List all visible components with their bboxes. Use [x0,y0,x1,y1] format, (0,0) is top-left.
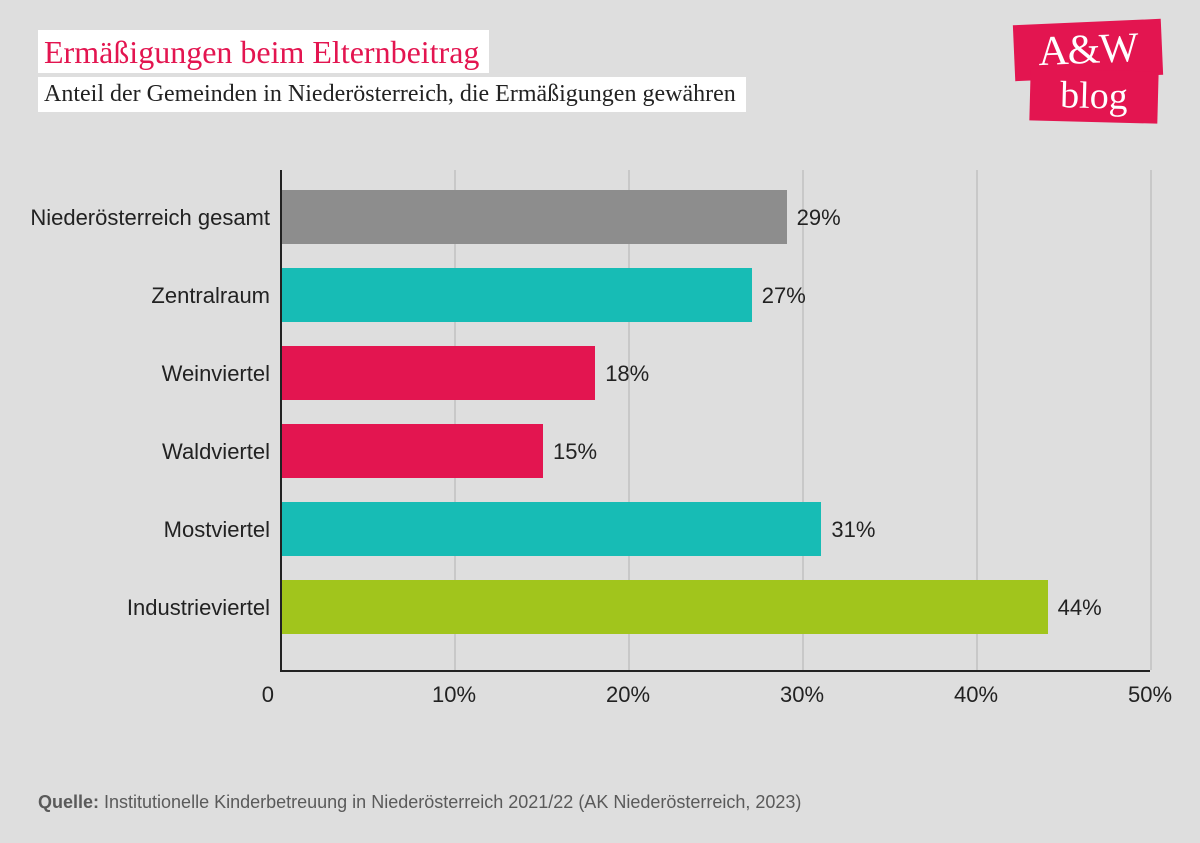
bar-value-label: 29% [797,205,841,231]
x-tick-label: 30% [780,682,824,708]
bar [282,502,821,556]
bar-value-label: 31% [831,517,875,543]
bar-category-label: Niederösterreich gesamt [0,205,270,231]
bar-category-label: Waldviertel [0,439,270,465]
bar-category-label: Zentralraum [0,283,270,309]
chart-title: Ermäßigungen beim Elternbeitrag [44,34,479,71]
bar-category-label: Mostviertel [0,517,270,543]
chart-subtitle: Anteil der Gemeinden in Niederösterreich… [44,81,736,108]
bar [282,346,595,400]
bar [282,268,752,322]
bar-category-label: Industrieviertel [0,595,270,621]
chart-area: 0 10%20%30%40%50%Niederösterreich gesamt… [50,170,1150,730]
x-axis [280,670,1150,672]
bar-value-label: 18% [605,361,649,387]
logo-bottom-shape: blog [1029,68,1158,123]
bar-value-label: 27% [762,283,806,309]
x-tick-0: 0 [262,682,274,708]
plot-region: 0 10%20%30%40%50%Niederösterreich gesamt… [280,170,1150,670]
bar-value-label: 44% [1058,595,1102,621]
bar [282,190,787,244]
title-box: Ermäßigungen beim Elternbeitrag [38,30,489,73]
logo-bottom-text: blog [1060,73,1129,119]
x-tick-label: 20% [606,682,650,708]
bar-value-label: 15% [553,439,597,465]
x-tick-label: 40% [954,682,998,708]
bar-category-label: Weinviertel [0,361,270,387]
bar [282,424,543,478]
source-line: Quelle: Institutionelle Kinderbetreuung … [38,792,801,813]
subtitle-box: Anteil der Gemeinden in Niederösterreich… [38,77,746,112]
source-prefix: Quelle: [38,792,104,812]
bar [282,580,1048,634]
x-tick-label: 50% [1128,682,1172,708]
aw-blog-logo: A&W blog [1012,22,1162,122]
source-text: Institutionelle Kinderbetreuung in Niede… [104,792,801,812]
chart-header: Ermäßigungen beim Elternbeitrag Anteil d… [38,30,746,112]
x-tick-label: 10% [432,682,476,708]
gridline [1150,170,1152,670]
